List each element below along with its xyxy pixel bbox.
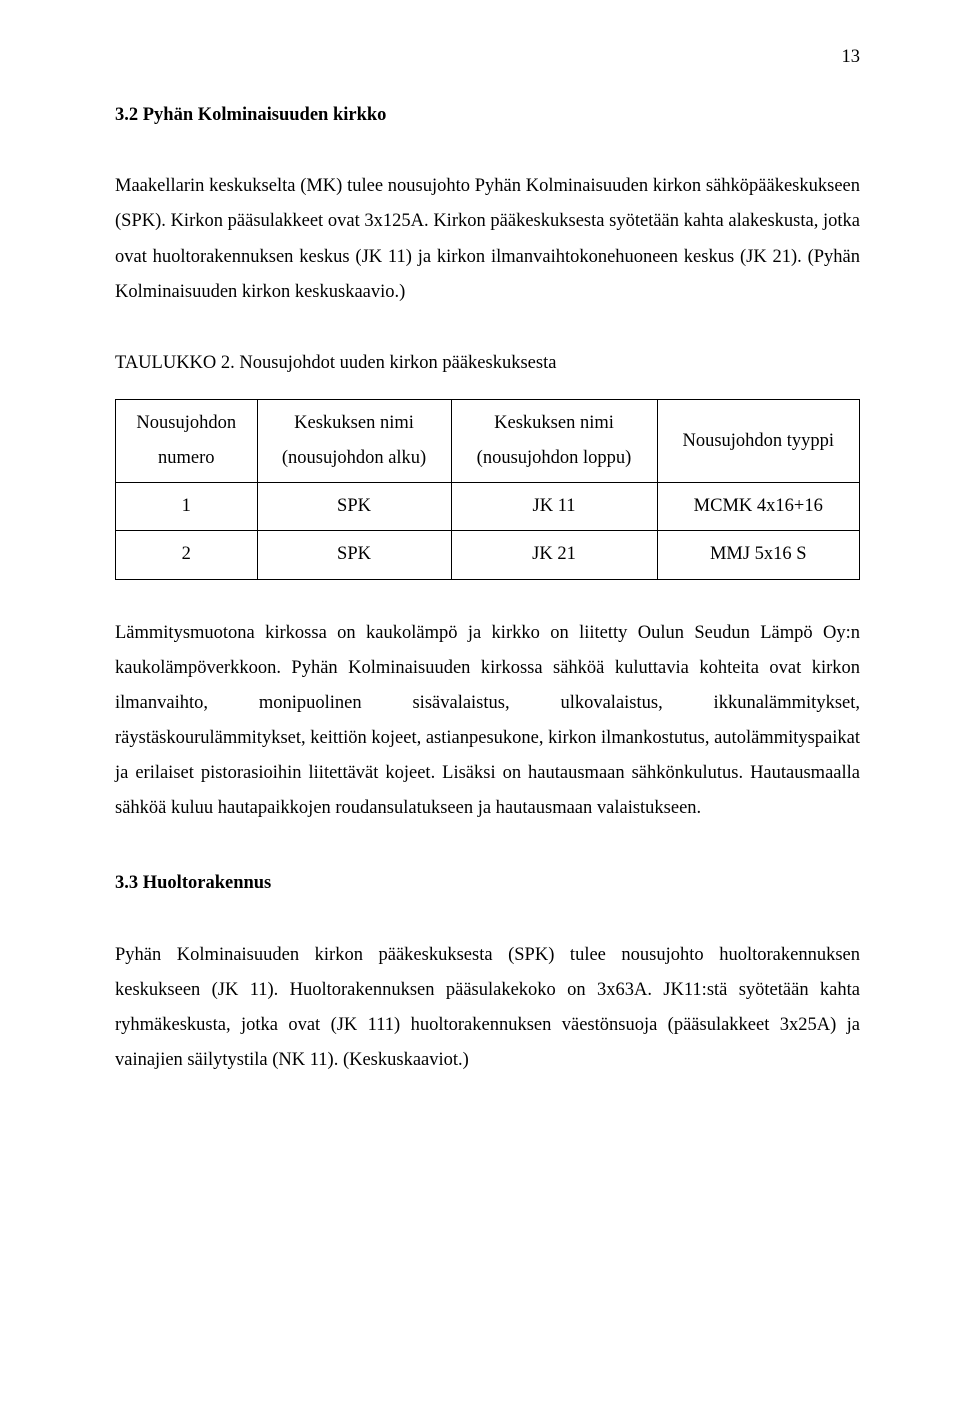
table-cell: 1 (116, 483, 258, 531)
table-cell: MMJ 5x16 S (657, 531, 859, 579)
page-number: 13 (115, 40, 860, 75)
table-cell: JK 11 (451, 483, 657, 531)
section-3-2-paragraph-1: Maakellarin keskukselta (MK) tulee nousu… (115, 169, 860, 310)
table-2: Nousujohdon numero Keskuksen nimi (nousu… (115, 399, 860, 580)
table-cell: MCMK 4x16+16 (657, 483, 859, 531)
table-cell: SPK (257, 483, 451, 531)
col3-line1: Nousujohdon tyyppi (682, 431, 834, 451)
table-row: 1 SPK JK 11 MCMK 4x16+16 (116, 483, 860, 531)
table-cell: JK 21 (451, 531, 657, 579)
table-col-1: Keskuksen nimi (nousujohdon alku) (257, 399, 451, 482)
col0-line2: numero (158, 448, 215, 468)
table-row: 2 SPK JK 21 MMJ 5x16 S (116, 531, 860, 579)
table-col-2: Keskuksen nimi (nousujohdon loppu) (451, 399, 657, 482)
table-col-0: Nousujohdon numero (116, 399, 258, 482)
col1-line1: Keskuksen nimi (294, 413, 414, 433)
table-cell: SPK (257, 531, 451, 579)
section-3-3-heading: 3.3 Huoltorakennus (115, 866, 860, 901)
col0-line1: Nousujohdon (136, 413, 236, 433)
table-col-3: Nousujohdon tyyppi (657, 399, 859, 482)
section-3-3-paragraph-1: Pyhän Kolminaisuuden kirkon pääkeskukses… (115, 938, 860, 1079)
table-header-row: Nousujohdon numero Keskuksen nimi (nousu… (116, 399, 860, 482)
col1-line2: (nousujohdon alku) (282, 448, 426, 468)
table-2-caption: TAULUKKO 2. Nousujohdot uuden kirkon pää… (115, 346, 860, 381)
table-cell: 2 (116, 531, 258, 579)
section-3-2-paragraph-2: Lämmitysmuotona kirkossa on kaukolämpö j… (115, 616, 860, 827)
col2-line2: (nousujohdon loppu) (477, 448, 632, 468)
col2-line1: Keskuksen nimi (494, 413, 614, 433)
section-3-2-heading: 3.2 Pyhän Kolminaisuuden kirkko (115, 98, 860, 133)
